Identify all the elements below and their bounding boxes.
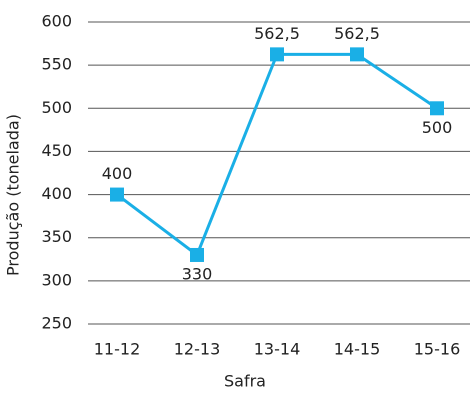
value-label: 562,5	[334, 24, 380, 43]
x-tick-label: 14-15	[334, 340, 381, 359]
x-tick-label: 12-13	[174, 340, 221, 359]
y-tick-label: 450	[41, 141, 72, 160]
value-label: 500	[422, 118, 453, 137]
value-label: 330	[182, 264, 213, 283]
y-tick-label: 500	[41, 98, 72, 117]
marker	[270, 47, 284, 62]
y-tick-label: 350	[41, 227, 72, 246]
y-tick-label: 300	[41, 270, 72, 289]
y-tick-label: 400	[41, 184, 72, 203]
x-tick-label: 13-14	[254, 340, 301, 359]
y-axis-label: Produção (tonelada)	[4, 114, 23, 276]
y-tick-label: 550	[41, 55, 72, 74]
line	[116, 52, 438, 258]
x-tick-label: 15-16	[414, 340, 461, 359]
y-tick-label: 600	[41, 12, 72, 31]
x-axis-label: Safra	[224, 372, 266, 391]
marker	[190, 247, 204, 262]
value-label: 562,5	[254, 24, 300, 43]
x-tick-label: 11-12	[94, 340, 141, 359]
y-tick-label: 250	[41, 314, 72, 333]
marker	[110, 187, 124, 202]
marker	[430, 101, 444, 116]
marker	[350, 47, 364, 62]
value-label: 400	[102, 164, 133, 183]
